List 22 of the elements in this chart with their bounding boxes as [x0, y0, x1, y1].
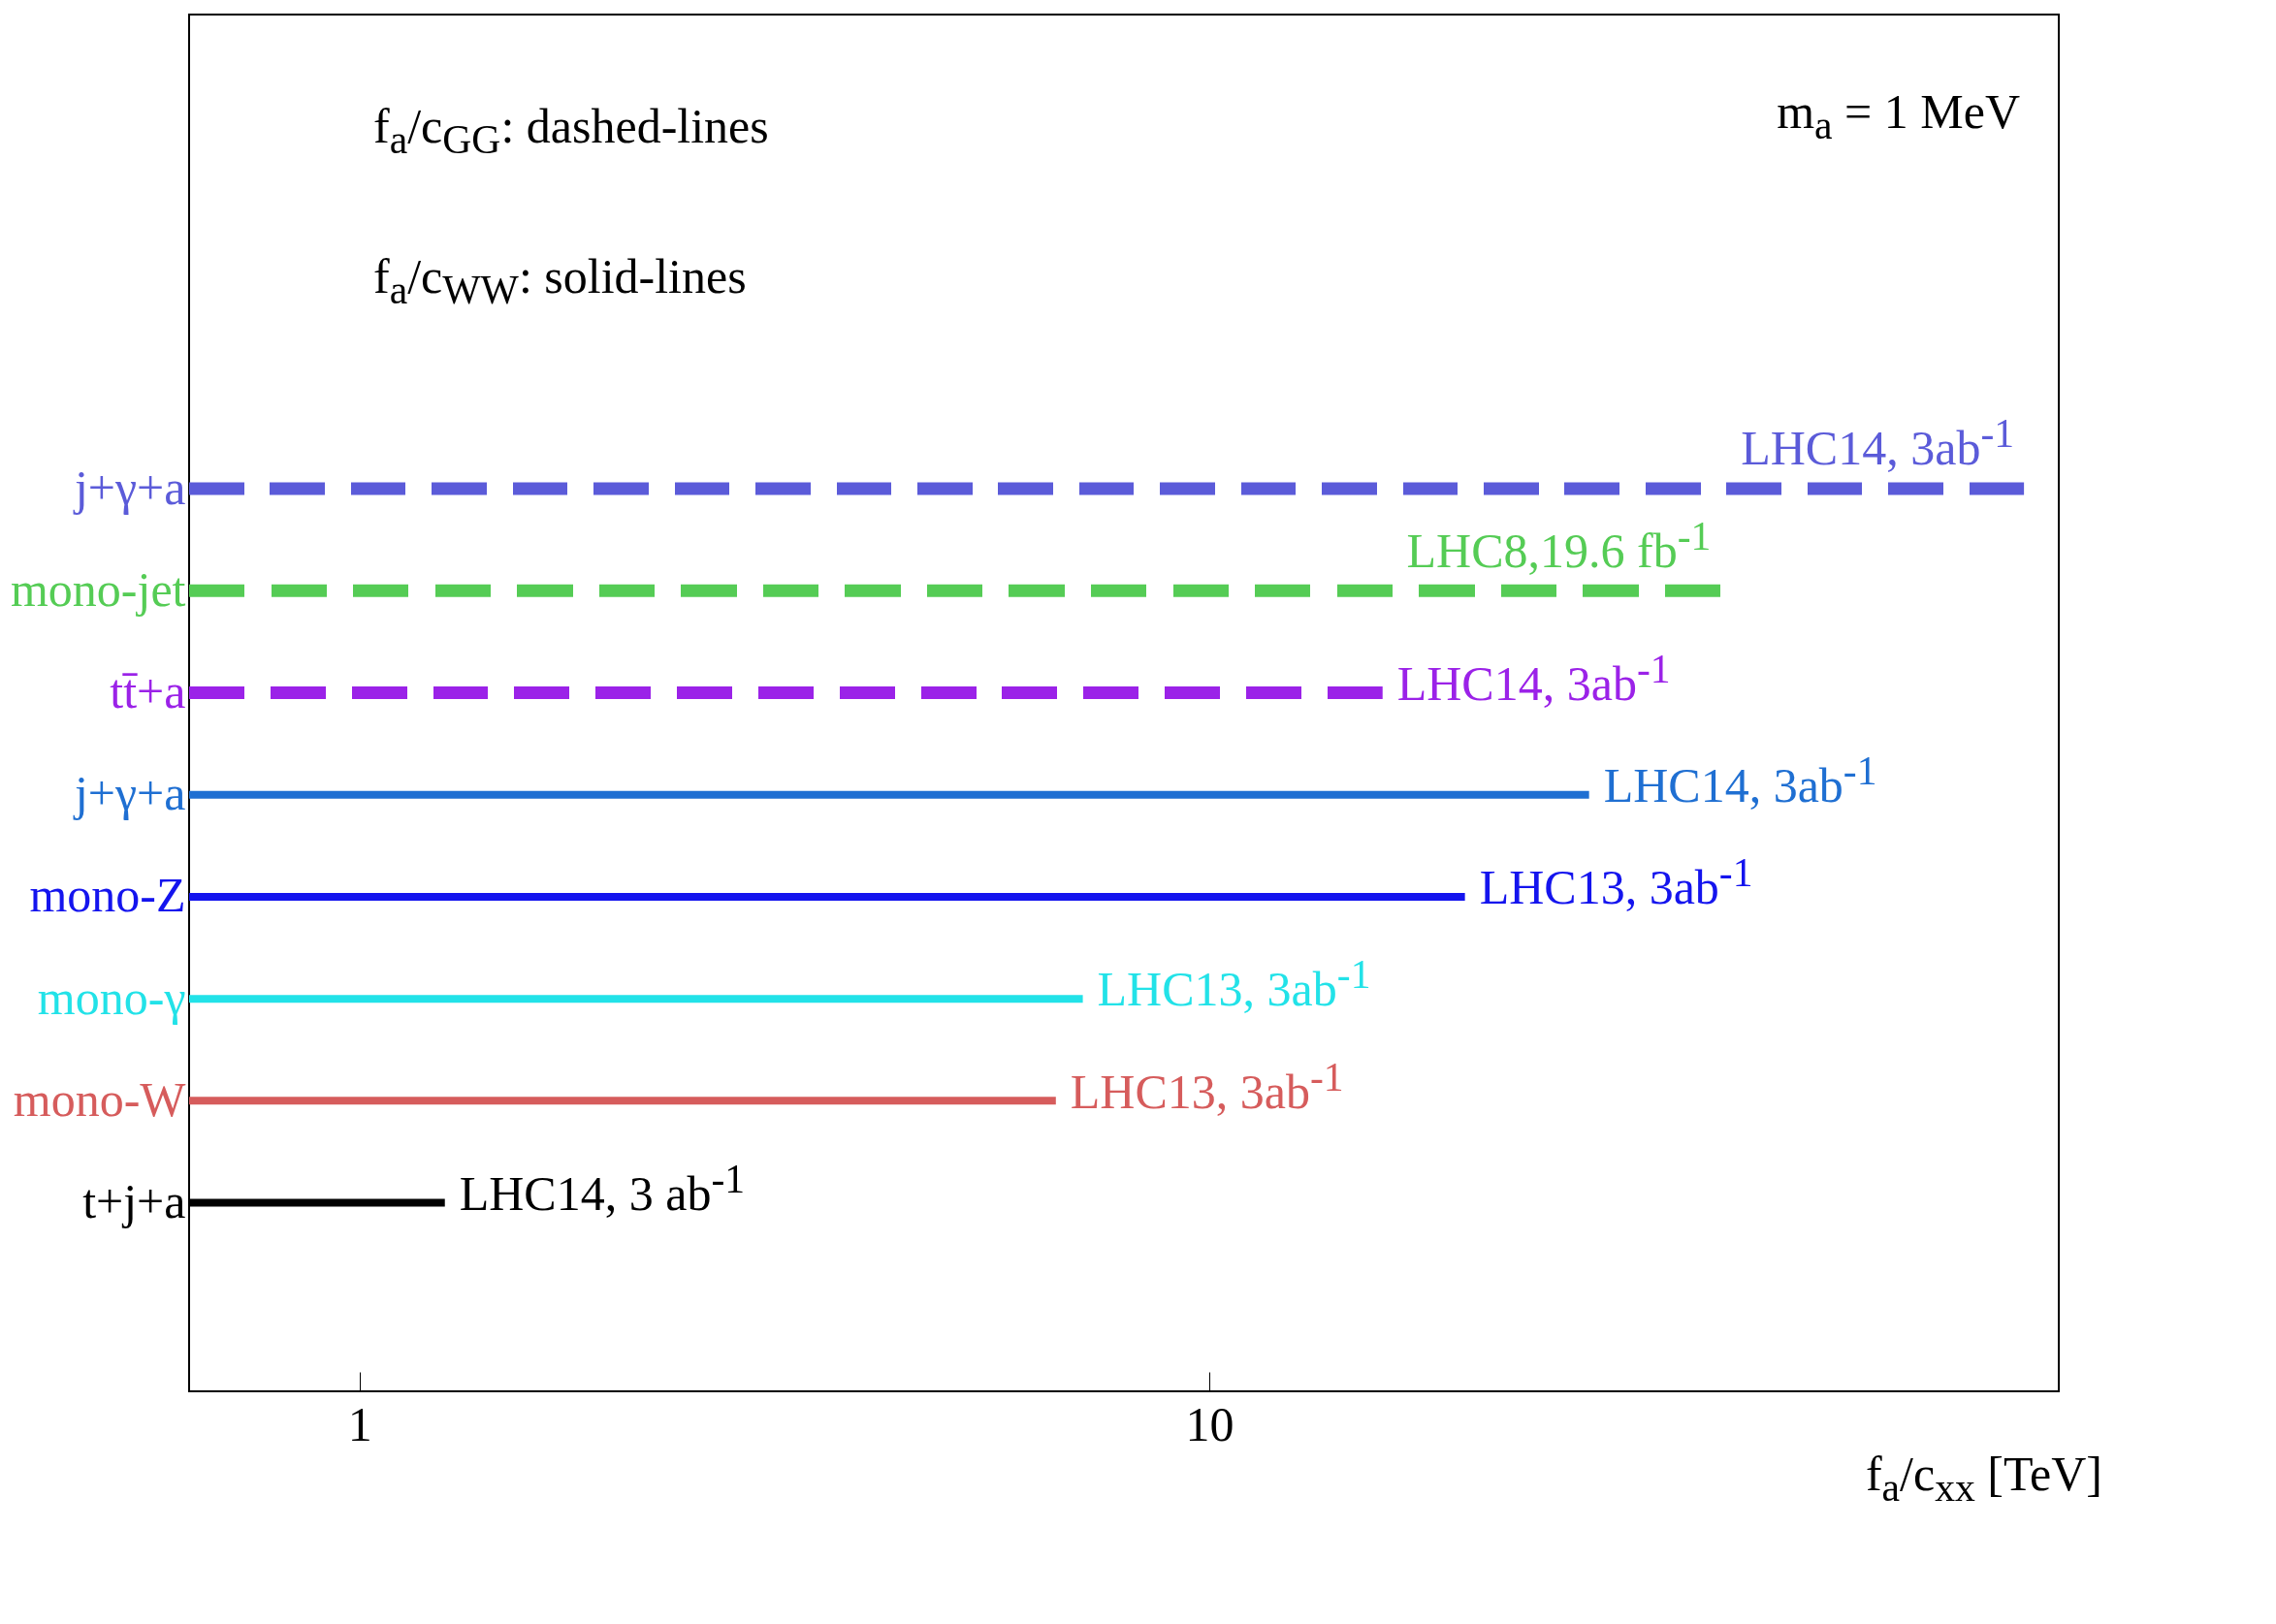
x-axis-title: f$_{a}$/c$_{xx}$ [TeV]	[1865, 1447, 2102, 1510]
y-tick-label: mono-γ	[37, 970, 186, 1025]
y-tick-label: j+γ+a	[72, 766, 186, 821]
x-tick-label: 1	[347, 1396, 372, 1451]
data-label: LHC13, 3ab$^{-1}$	[1070, 1054, 1344, 1119]
y-tick-label: mono-jet	[10, 561, 186, 617]
data-label: LHC13, 3ab$^{-1}$	[1097, 952, 1371, 1016]
y-tick-label: mono-W	[13, 1071, 187, 1127]
text: f$_{a}$/c$_{GG}$: dashed-lines	[373, 99, 769, 162]
data-label: LHC14, 3ab$^{-1}$	[1396, 646, 1671, 711]
data-label: LHC14, 3ab$^{-1}$	[1603, 748, 1877, 812]
y-tick-label: mono-Z	[29, 868, 186, 923]
chart-title: m$_{a}$ = 1 MeV	[1777, 84, 2020, 147]
x-tick-label: 10	[1185, 1396, 1234, 1451]
data-label: LHC8,19.6 fb$^{-1}$	[1406, 513, 1712, 578]
data-label: LHC13, 3ab$^{-1}$	[1479, 850, 1753, 914]
data-label: LHC14, 3 ab$^{-1}$	[459, 1156, 746, 1221]
y-tick-label: t+j+a	[82, 1174, 186, 1229]
data-label: LHC14, 3ab$^{-1}$	[1741, 411, 2015, 476]
y-tick-label: j+γ+a	[72, 460, 186, 515]
y-tick-label: tt̄+a	[110, 663, 186, 718]
text: f$_{a}$/c$_{WW}$: solid-lines	[373, 249, 747, 312]
